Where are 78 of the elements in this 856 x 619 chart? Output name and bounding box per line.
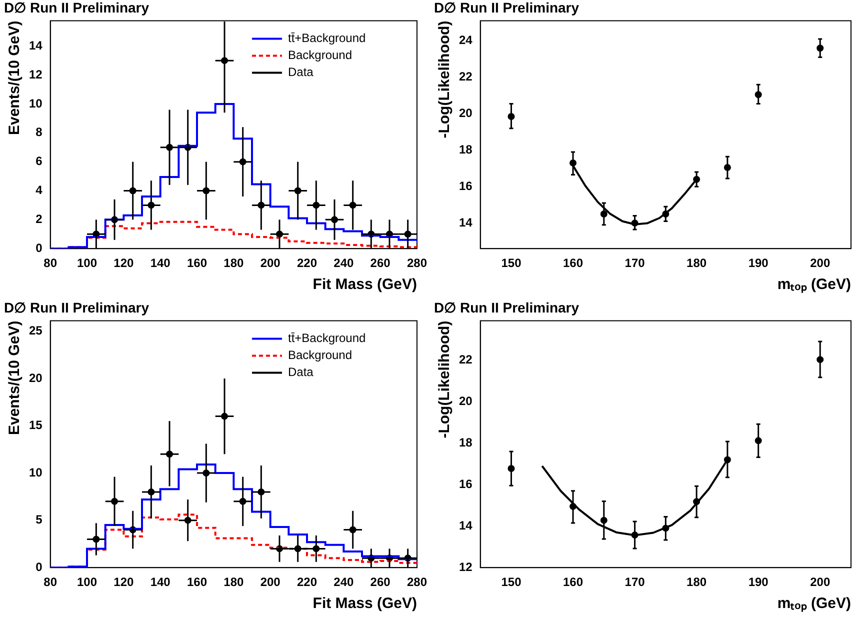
x-tick-label: 120 — [114, 256, 134, 270]
y-tick-label: 15 — [28, 418, 43, 432]
x-tick-label: 80 — [44, 575, 58, 590]
x-tick-label: 80 — [44, 256, 58, 270]
y-tick-label: 2 — [36, 212, 43, 226]
y-tick-label: 22 — [458, 352, 473, 367]
y-tick-label: 25 — [28, 324, 43, 338]
y-tick-label: 0 — [36, 560, 43, 574]
x-axis-title: Fit Mass (GeV) — [312, 276, 417, 294]
x-tick-label: 100 — [76, 256, 98, 270]
y-axis-title: -Log(Likelihood) — [436, 320, 454, 438]
y-axis-title: -Log(Likelihood) — [436, 20, 454, 138]
x-tick-label: 280 — [406, 256, 428, 270]
x-tick-label: 240 — [334, 575, 354, 590]
y-tick-label: 12 — [458, 560, 473, 574]
y-tick-label: 22 — [458, 70, 473, 84]
chart-title: D∅ Run II Preliminary — [434, 0, 580, 16]
y-tick-label: 5 — [36, 512, 43, 527]
x-tick-label: 190 — [748, 256, 769, 270]
y-tick-label: 8 — [36, 125, 43, 140]
x-tick-label: 260 — [370, 256, 391, 270]
x-tick-label: 240 — [334, 256, 354, 270]
y-tick-label: 20 — [28, 370, 43, 385]
y-tick-label: 12 — [28, 67, 43, 82]
y-axis-title: Events/(10 GeV) — [6, 320, 24, 436]
x-tick-label: 200 — [260, 256, 281, 270]
x-tick-label: 160 — [562, 256, 584, 270]
x-tick-label: 150 — [501, 575, 522, 590]
y-tick-label: 14 — [28, 38, 43, 52]
y-tick-label: 10 — [28, 465, 43, 480]
y-tick-label: 14 — [458, 518, 473, 532]
y-tick-label: 16 — [458, 476, 473, 491]
x-tick-label: 170 — [624, 575, 646, 590]
y-axis-title: Events/(10 GeV) — [6, 20, 24, 136]
chart-title: D∅ Run II Preliminary — [434, 299, 580, 316]
x-tick-label: 200 — [260, 575, 281, 590]
x-tick-label: 180 — [686, 256, 707, 270]
x-tick-label: 180 — [686, 575, 707, 590]
y-tick-label: 20 — [458, 394, 473, 408]
y-tick-label: 0 — [36, 240, 43, 255]
x-tick-label: 180 — [224, 256, 244, 270]
legend-label: tt̄+Background — [288, 331, 366, 346]
y-tick-label: 24 — [458, 33, 473, 48]
legend-label: Background — [288, 348, 352, 362]
x-tick-label: 200 — [810, 256, 830, 270]
chart-title: D∅ Run II Preliminary — [4, 0, 150, 16]
x-tick-label: 170 — [624, 256, 646, 270]
chart-title: D∅ Run II Preliminary — [4, 299, 150, 316]
y-tick-label: 14 — [458, 215, 473, 230]
x-axis-title: mₜₒₚ (GeV) — [777, 595, 851, 612]
legend-label: Background — [288, 48, 352, 62]
y-tick-label: 16 — [458, 178, 473, 193]
x-tick-label: 140 — [150, 575, 171, 590]
x-tick-label: 140 — [150, 256, 171, 270]
x-tick-label: 100 — [76, 575, 98, 590]
x-tick-label: 150 — [501, 256, 522, 270]
y-tick-label: 18 — [458, 435, 473, 450]
x-tick-label: 190 — [748, 575, 769, 590]
x-axis-title: mₜₒₚ (GeV) — [777, 276, 851, 294]
x-tick-label: 260 — [370, 575, 391, 590]
x-tick-label: 160 — [562, 575, 584, 590]
x-tick-label: 220 — [296, 575, 318, 590]
x-tick-label: 220 — [296, 256, 318, 270]
x-tick-label: 280 — [406, 575, 428, 590]
y-tick-label: 6 — [36, 154, 43, 168]
x-tick-label: 160 — [186, 256, 208, 270]
y-tick-label: 4 — [36, 183, 43, 198]
x-tick-label: 160 — [186, 575, 208, 590]
x-axis-title: Fit Mass (GeV) — [312, 595, 417, 612]
y-tick-label: 10 — [28, 96, 43, 110]
y-tick-label: 18 — [458, 142, 473, 157]
x-tick-label: 200 — [810, 575, 830, 590]
legend-label: Data — [288, 65, 314, 80]
legend-label: Data — [288, 365, 314, 380]
y-tick-label: 20 — [458, 106, 473, 120]
legend-label: tt̄+Background — [288, 31, 366, 46]
x-tick-label: 180 — [224, 575, 244, 590]
x-tick-label: 120 — [114, 575, 134, 590]
